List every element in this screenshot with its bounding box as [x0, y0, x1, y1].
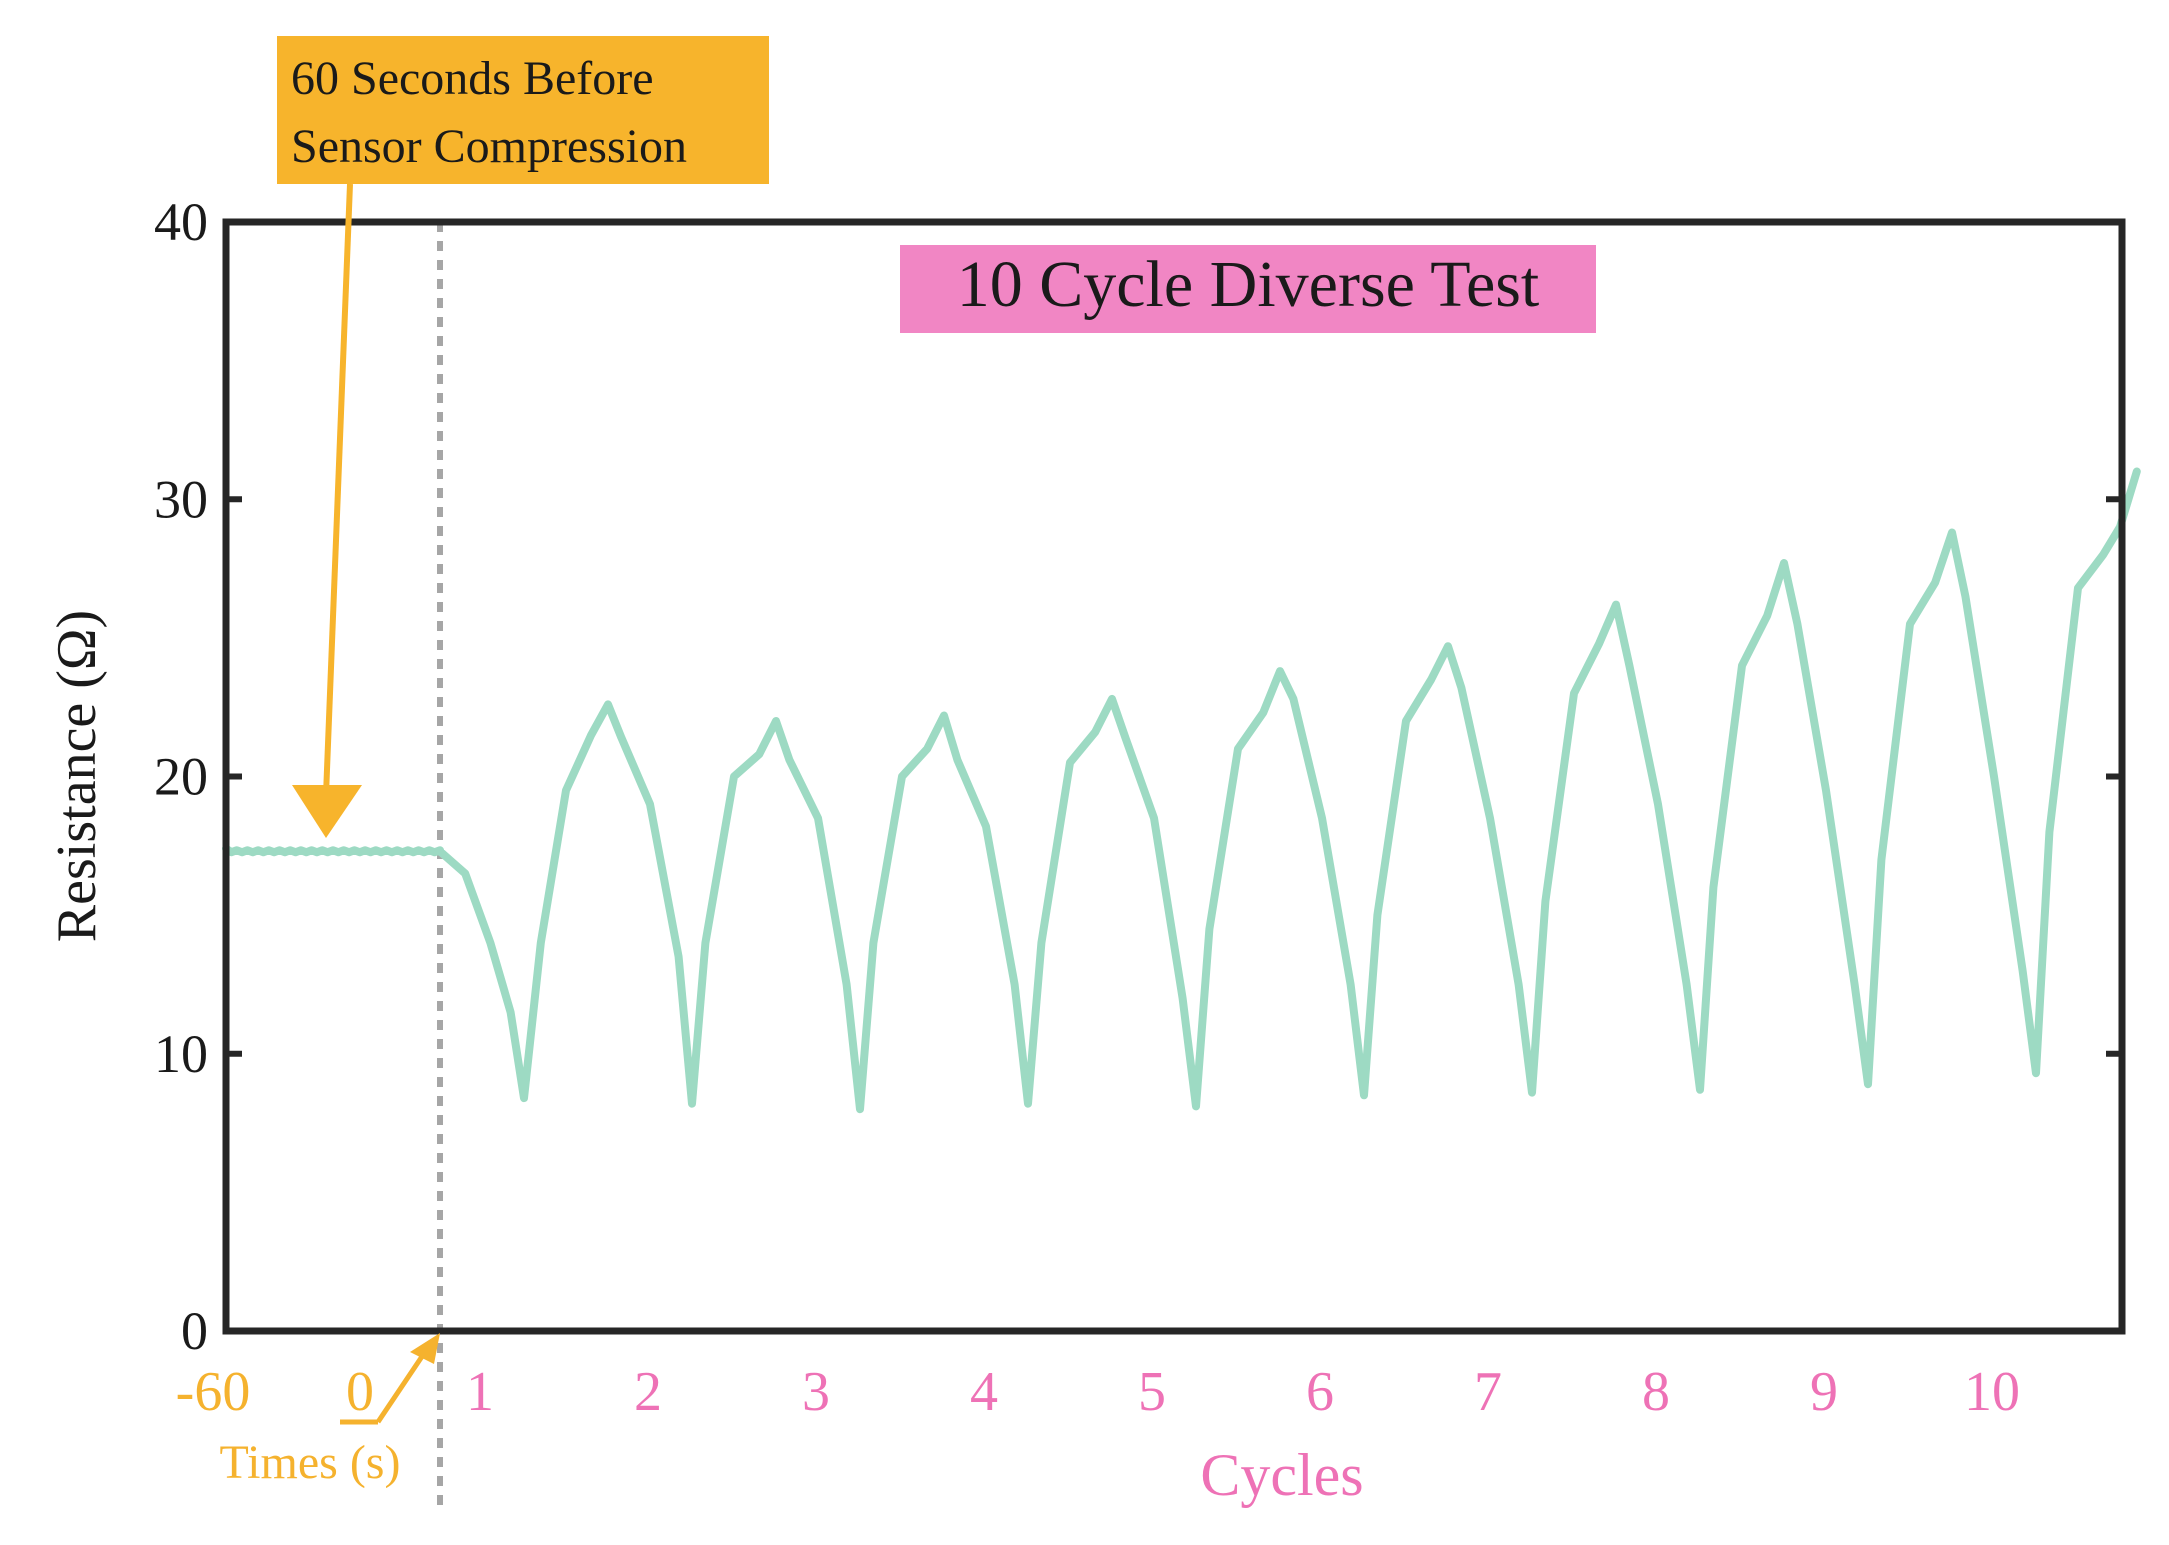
cycle-tick-label: 5 [1138, 1361, 1166, 1423]
y-tick-label: 40 [154, 192, 208, 252]
y-tick-label: 30 [154, 469, 208, 529]
plot-frame [222, 218, 2126, 1335]
y-tick-label: 0 [181, 1301, 208, 1361]
time-zero-arrowhead [410, 1333, 440, 1364]
cycle-axis-label: Cycles [1200, 1442, 1363, 1508]
title-box [900, 245, 1596, 333]
resistance-series-line [222, 467, 2141, 1114]
cycle-tick-label: 7 [1474, 1361, 1502, 1423]
time-tick-label: 0 [346, 1361, 374, 1423]
cycle-tick-label: 8 [1642, 1361, 1670, 1423]
cycle-tick-label: 10 [1964, 1361, 2020, 1423]
y-axis-label: Resistance (Ω) [46, 610, 108, 942]
cycle-tick-label: 6 [1306, 1361, 1334, 1423]
time-tick-label: -60 [176, 1361, 251, 1423]
cycle-tick-label: 1 [466, 1361, 494, 1423]
time-axis-label: Times (s) [220, 1436, 401, 1489]
cycle-tick-label: 9 [1810, 1361, 1838, 1423]
annotation-pointer [323, 183, 353, 796]
cycle-tick-label: 4 [970, 1361, 998, 1423]
annotation-line-1: 60 Seconds Before [291, 52, 654, 105]
cycle-tick-label: 2 [634, 1361, 662, 1423]
annotation-line-2: Sensor Compression [291, 120, 687, 173]
chart-title: 10 Cycle Diverse Test [957, 248, 1540, 321]
y-tick-label: 20 [154, 747, 208, 807]
annotation-box [277, 36, 769, 184]
cycle-tick-label: 3 [802, 1361, 830, 1423]
time-zero-pointer [375, 1350, 428, 1424]
y-tick-label: 10 [154, 1024, 208, 1084]
annotation-arrowhead [292, 785, 362, 838]
